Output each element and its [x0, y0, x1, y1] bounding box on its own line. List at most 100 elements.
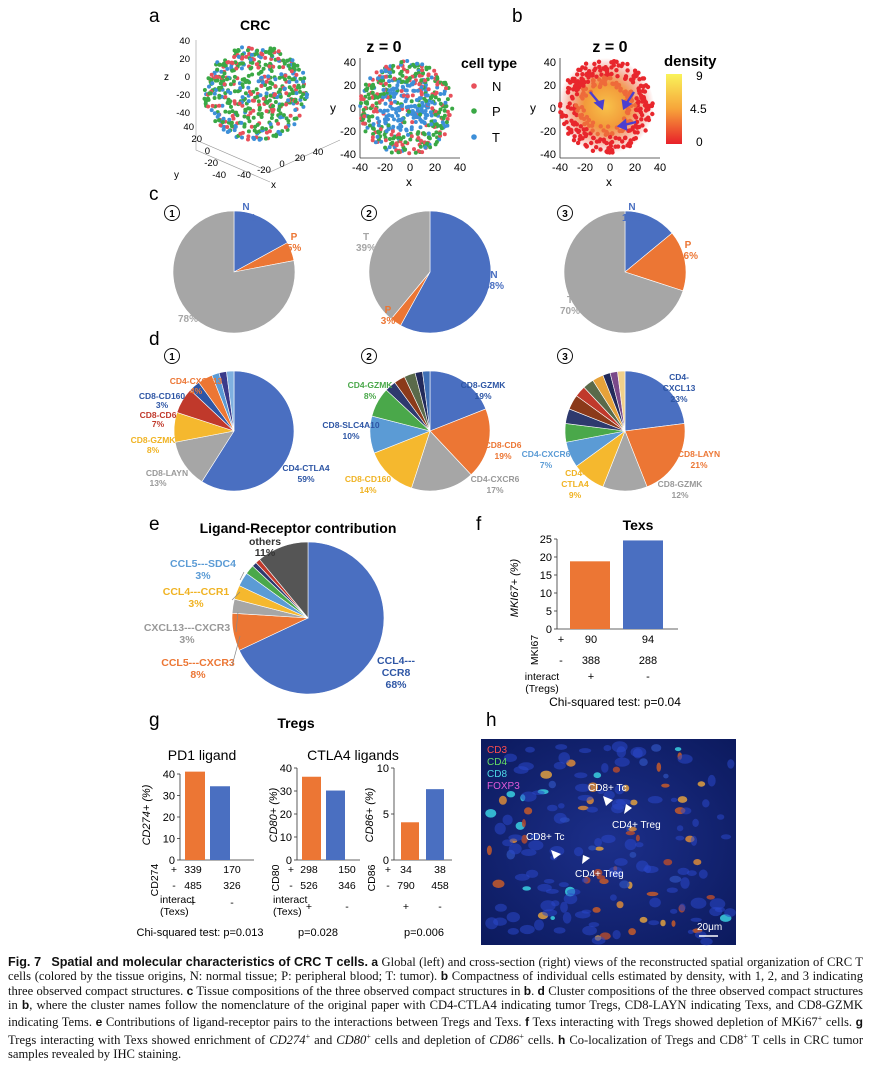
a-cross-point — [438, 92, 443, 96]
caption-d-letter: d — [537, 983, 545, 998]
a-3d-point — [281, 58, 286, 63]
b-density-point — [590, 128, 595, 133]
a-cross-point — [380, 75, 385, 80]
d2-l2-pct: 10% — [342, 431, 359, 441]
a-3d-point — [263, 62, 268, 67]
b-density-point — [565, 90, 571, 95]
a-3d-point — [206, 76, 211, 81]
a-3d-point — [294, 116, 299, 121]
c3-t-name: T — [567, 295, 573, 306]
h-nucleus — [690, 917, 702, 922]
h-stained-cell — [639, 758, 648, 766]
a-3d-point — [268, 80, 273, 85]
d-pie-3-slice — [617, 370, 626, 432]
b-density-point — [628, 77, 634, 82]
panel-f-title: Texs — [623, 517, 654, 533]
g-minus-sign: - — [289, 880, 293, 892]
a-3d-point — [259, 75, 264, 80]
a3d-ytick: -20 — [204, 158, 218, 169]
g1-ylabel: CD274+ (%) — [141, 784, 153, 845]
g2-chart-tick-label: 40 — [280, 763, 292, 775]
b-density-point — [583, 61, 589, 66]
b-density-point — [571, 138, 577, 143]
a-cross-point — [448, 93, 453, 98]
a-3d-point — [292, 84, 297, 88]
a-cross-point — [423, 109, 428, 113]
e-l1-pct: 3% — [195, 570, 211, 582]
a-3d-point — [243, 91, 248, 96]
b-density-point — [581, 127, 586, 132]
legend-t-label: T — [492, 130, 500, 145]
a-3d-point — [301, 79, 306, 84]
g2-minus-b: 346 — [338, 880, 356, 892]
a-3d-point — [206, 104, 211, 109]
e-l5-pct: 68% — [385, 679, 407, 691]
g2-minus-a: 526 — [300, 880, 318, 892]
h-stained-cell — [639, 916, 648, 923]
a-cross-point — [361, 107, 366, 112]
h-annotations: CD8+ Tc CD4+ Treg CD8+ Tc CD4+ Treg — [526, 783, 661, 880]
f-minus-b: 288 — [639, 655, 657, 667]
a-3d-point — [305, 92, 310, 97]
a-cross-point — [399, 89, 404, 93]
a-cross-point — [442, 80, 446, 85]
b-density-point — [595, 131, 600, 137]
a-cross-point — [394, 110, 399, 115]
f-chart: 0 5 10 15 20 25 — [540, 534, 678, 636]
h-nucleus — [692, 818, 699, 828]
h-nucleus — [603, 745, 612, 752]
a-3d-point — [295, 63, 300, 68]
a-3d-point — [215, 78, 220, 83]
a-3d-point — [246, 137, 250, 142]
b-density-point — [569, 94, 575, 100]
a-cross-point — [411, 80, 416, 85]
a-3d-point — [276, 49, 281, 54]
legend-n-label: N — [492, 79, 501, 94]
h-ann-4: CD4+ Treg — [575, 869, 624, 880]
caption-f-text2: cells. — [825, 1015, 853, 1030]
f-int-a: + — [588, 671, 594, 683]
b-density-point — [580, 65, 585, 70]
a-3d-point — [237, 101, 242, 106]
caption-g-text4: cells. — [527, 1032, 555, 1047]
h-arrow — [582, 855, 590, 864]
a-cross-point — [393, 99, 397, 104]
b-density-point — [584, 132, 589, 137]
a-cross-point — [429, 113, 434, 118]
h-nucleus — [534, 919, 544, 931]
d1-l1-name: CD8-CD160 — [139, 391, 186, 401]
a-3d-point — [225, 77, 230, 82]
a-cross-point — [378, 127, 383, 132]
h-nucleus — [493, 917, 507, 926]
a-cross-point — [373, 140, 378, 145]
a-3d-point — [301, 84, 306, 89]
a-3d-point — [265, 86, 270, 91]
b-density-point — [635, 130, 640, 135]
a-cross-point — [438, 101, 443, 106]
g1-plus-b: 170 — [223, 864, 241, 876]
d2-l1-pct: 19% — [474, 391, 491, 401]
a-cross-ytick: 0 — [350, 103, 356, 115]
b-density-point — [596, 59, 602, 64]
g2-ylabel: CD80+ (%) — [268, 787, 280, 842]
caption-plus: + — [817, 1014, 823, 1024]
d-numbers: 1 2 3 — [164, 348, 573, 364]
a-cross-point — [434, 130, 439, 135]
panel-d-label: d — [149, 329, 160, 350]
a-3d-point — [250, 72, 255, 77]
a-cross-point — [363, 100, 368, 105]
h-nucleus — [615, 798, 632, 805]
g3-row-header: CD86 — [366, 864, 378, 891]
a-cross-point — [361, 121, 366, 126]
a-cross-point — [400, 79, 405, 84]
a-cross-xtick: 20 — [429, 162, 441, 174]
a-cross-point — [371, 132, 376, 136]
b-density-point — [594, 145, 599, 150]
a-3d-point — [232, 74, 237, 79]
h-nucleus — [612, 930, 621, 940]
panel-g-title: Tregs — [277, 715, 315, 731]
a-3d-point — [254, 62, 259, 67]
a-cross-point — [411, 62, 416, 67]
legend-t-swatch — [471, 134, 477, 140]
g1-row-header: CD274 — [149, 863, 161, 896]
